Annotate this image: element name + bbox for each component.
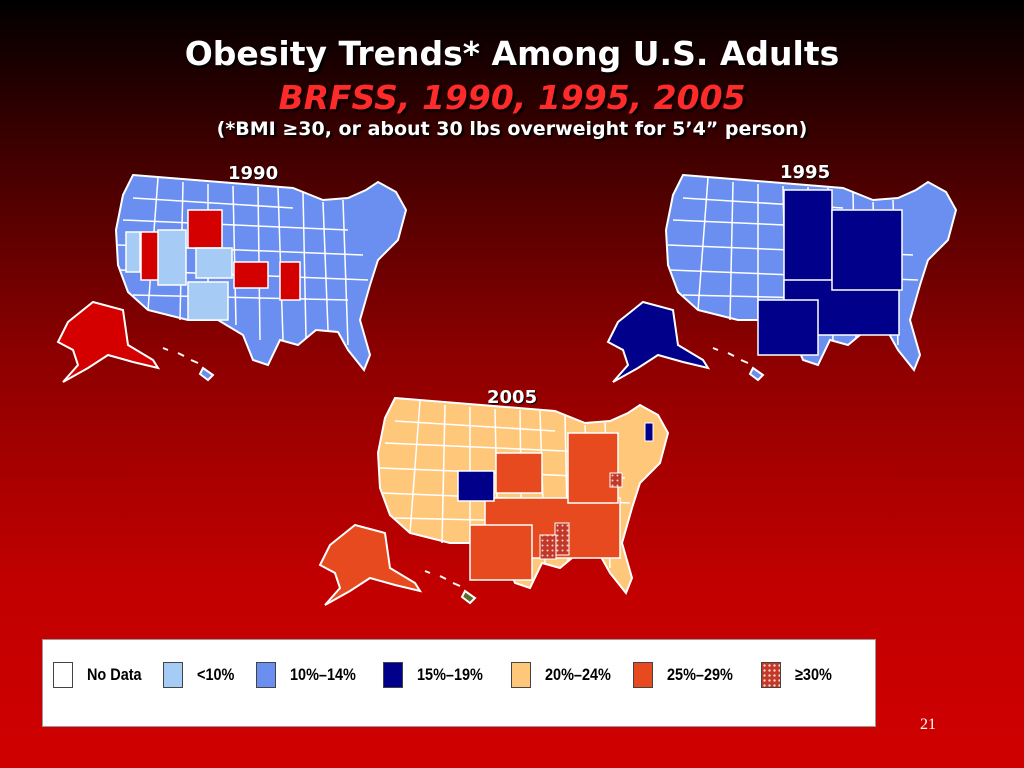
legend-label: 15%–19%: [417, 665, 483, 684]
alaska-shape: [318, 523, 423, 606]
hawaii-shape: [712, 347, 765, 382]
mississippi-state-dotted: [554, 522, 570, 556]
hawaii-shape: [424, 570, 477, 605]
map-year-1995: 1995: [780, 162, 831, 183]
legend-item-20-24: 20%–24%: [511, 662, 623, 688]
highlight-state-b: [187, 209, 223, 249]
map-year-2005: 2005: [487, 387, 538, 408]
highlight-state-a: [140, 231, 160, 281]
alaska-shape: [56, 300, 161, 383]
mainland: [664, 173, 958, 372]
legend: No Data <10% 10%–14% 15%–19% 20%–24% 25%…: [42, 639, 876, 727]
slide-subtitle: BRFSS, 1990, 1995, 2005: [278, 78, 746, 117]
legend-label: No Data: [87, 665, 142, 684]
dark-region-texas: [757, 299, 819, 356]
light-state-d: [125, 231, 141, 273]
legend-swatch: [633, 662, 653, 688]
colorado-state: [457, 470, 495, 502]
mainland: [376, 396, 670, 595]
light-state-a: [157, 229, 187, 286]
light-state-c: [195, 247, 233, 279]
legend-label: 10%–14%: [290, 665, 356, 684]
legend-item-25-29: 25%–29%: [633, 662, 745, 688]
legend-label: 25%–29%: [667, 665, 733, 684]
legend-swatch: [256, 662, 276, 688]
legend-swatch: [383, 662, 403, 688]
legend-swatch: [511, 662, 531, 688]
orange-region-plains: [495, 452, 543, 494]
highlight-state-c: [233, 261, 269, 289]
mainland: [114, 173, 408, 372]
orange-region-midwest: [567, 432, 619, 504]
legend-item-10-14: 10%–14%: [256, 662, 368, 688]
legend-item-ge30: ≥30%: [761, 662, 838, 688]
legend-item-15-19: 15%–19%: [383, 662, 495, 688]
page-number: 21: [920, 716, 936, 733]
legend-swatch: [761, 662, 781, 688]
legend-item-lt10: <10%: [163, 662, 241, 688]
legend-swatch: [163, 662, 183, 688]
orange-region-texas: [469, 524, 533, 581]
vermont-state: [644, 422, 654, 442]
slide-note: (*BMI ≥30, or about 30 lbs overweight fo…: [216, 118, 808, 140]
us-map-2005: [318, 396, 670, 606]
alaska-shape: [606, 300, 711, 383]
dark-region-midwest: [831, 209, 903, 291]
hawaii-shape: [162, 347, 215, 382]
legend-label: 20%–24%: [545, 665, 611, 684]
louisiana-state-dotted: [539, 534, 557, 560]
slide-title: Obesity Trends* Among U.S. Adults: [184, 34, 840, 73]
map-year-1990: 1990: [228, 163, 279, 184]
light-state-b: [187, 281, 229, 321]
us-map-1995: [606, 173, 958, 383]
west-virginia-state-dotted: [609, 472, 623, 488]
legend-label: ≥30%: [795, 665, 832, 684]
legend-swatch: [53, 662, 73, 688]
highlight-state-d: [279, 261, 301, 301]
us-map-1990: [56, 173, 408, 383]
legend-label: <10%: [197, 665, 235, 684]
legend-item-no-data: No Data: [53, 662, 151, 688]
